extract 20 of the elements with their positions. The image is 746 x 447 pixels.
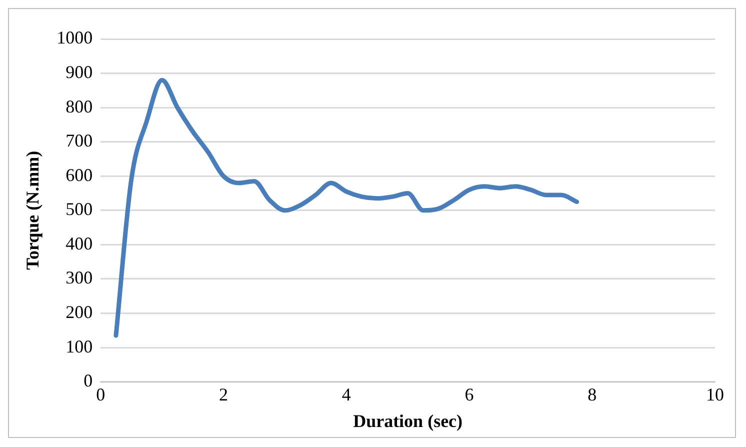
x-tick-label: 2 — [218, 384, 228, 404]
x-tick-label: 0 — [96, 384, 106, 404]
y-tick-label: 100 — [66, 336, 93, 356]
x-tick-label: 8 — [588, 384, 597, 404]
y-tick-label: 1000 — [56, 28, 93, 48]
y-tick-label: 600 — [66, 164, 93, 185]
y-tick-label: 400 — [66, 233, 93, 254]
y-tick-label: 200 — [66, 302, 93, 322]
y-tick-label: 800 — [66, 96, 93, 116]
y-axis-title: Torque (N.mm) — [22, 150, 42, 270]
y-tick-label: 0 — [84, 370, 93, 391]
x-tick-label: 10 — [706, 384, 724, 404]
line-series — [114, 78, 580, 338]
x-tick-label: 4 — [342, 384, 351, 404]
y-tick-label: 700 — [66, 130, 93, 151]
y-tick-label: 900 — [66, 62, 93, 82]
x-tick-label: 6 — [464, 384, 474, 404]
y-tick-label: 300 — [66, 268, 93, 288]
y-tick-label: 500 — [66, 199, 93, 220]
x-axis-title: Duration (sec) — [353, 410, 463, 431]
